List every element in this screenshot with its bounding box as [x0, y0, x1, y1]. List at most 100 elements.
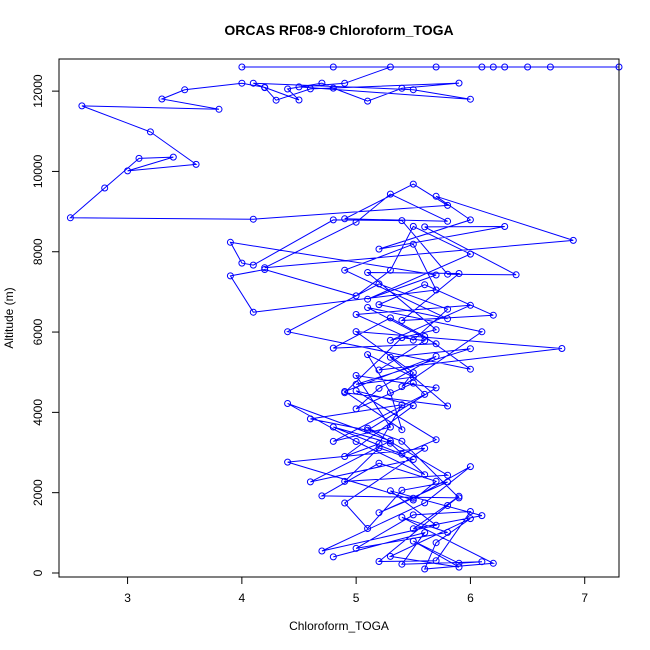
data-point	[421, 223, 429, 231]
data-point	[249, 308, 257, 316]
data-point	[261, 84, 269, 92]
data-point	[444, 478, 452, 486]
series-line	[69, 66, 619, 570]
data-point	[501, 63, 509, 71]
data-point	[375, 459, 383, 467]
data-point	[398, 317, 406, 324]
data-point	[398, 383, 406, 391]
data-point	[432, 384, 440, 392]
y-tick-label: 10000	[31, 154, 45, 188]
data-point	[432, 340, 440, 348]
data-point	[215, 105, 223, 113]
data-point	[181, 86, 189, 94]
data-point	[386, 63, 394, 71]
data-point	[78, 102, 86, 110]
data-point	[318, 492, 326, 500]
data-point	[444, 270, 452, 278]
data-point	[295, 96, 303, 104]
data-point	[375, 509, 383, 517]
data-point	[249, 261, 257, 269]
data-point	[455, 563, 463, 571]
data-point	[284, 400, 292, 407]
x-tick-label: 5	[353, 591, 360, 605]
data-point	[432, 63, 440, 71]
data-point	[352, 544, 360, 552]
data-point	[318, 547, 326, 555]
data-point	[512, 271, 520, 279]
data-point	[398, 426, 406, 434]
data-point	[386, 389, 394, 397]
data-point	[364, 295, 372, 303]
data-point	[364, 304, 372, 311]
data-point	[432, 286, 440, 294]
data-point	[489, 311, 497, 319]
data-point	[375, 440, 383, 448]
data-point	[238, 79, 246, 87]
data-point	[398, 560, 406, 568]
data-point	[226, 272, 234, 280]
y-axis-label: Altitude (m)	[2, 287, 16, 348]
x-tick-label: 6	[467, 591, 474, 605]
data-point	[421, 529, 429, 537]
data-point	[364, 97, 372, 105]
data-point	[352, 380, 360, 388]
data-point	[192, 160, 200, 168]
data-point	[329, 553, 337, 561]
data-point	[352, 311, 360, 318]
data-point	[375, 366, 383, 374]
data-point	[421, 333, 429, 340]
y-tick-label: 2000	[31, 479, 45, 506]
data-point	[421, 565, 429, 573]
data-point	[421, 444, 429, 452]
data-point	[444, 217, 452, 225]
data-point	[249, 79, 257, 87]
data-point	[352, 405, 360, 413]
data-point	[352, 438, 360, 445]
data-point	[364, 426, 372, 434]
data-point	[409, 525, 417, 533]
data-point	[444, 528, 452, 536]
data-point	[352, 372, 360, 379]
data-point	[444, 502, 452, 509]
data-point	[146, 128, 154, 136]
data-point	[569, 236, 577, 244]
data-point	[352, 328, 360, 336]
data-point	[489, 559, 497, 567]
data-point	[421, 471, 429, 479]
data-point	[546, 63, 554, 71]
data-point	[478, 63, 486, 71]
x-axis-label: Chloroform_TOGA	[289, 619, 389, 633]
data-point	[432, 271, 440, 279]
data-point	[421, 337, 429, 345]
data-point	[478, 328, 486, 336]
data-point	[421, 390, 429, 398]
data-point	[432, 557, 440, 565]
y-tick-label: 0	[31, 569, 45, 576]
data-point	[478, 512, 486, 520]
data-point	[261, 264, 269, 272]
data-point	[466, 95, 474, 103]
data-point	[364, 269, 372, 276]
data-point	[386, 336, 394, 344]
data-point	[386, 353, 394, 361]
data-point	[524, 63, 532, 71]
data-point	[409, 369, 417, 377]
data-point	[364, 525, 372, 532]
data-point	[238, 259, 246, 267]
data-point	[284, 328, 292, 336]
data-point	[444, 201, 452, 209]
x-tick-label: 7	[581, 591, 588, 605]
data-point	[329, 84, 337, 92]
data-point	[409, 456, 417, 463]
data-point	[444, 305, 452, 313]
data-point	[432, 436, 440, 444]
y-tick-label: 12000	[31, 74, 45, 108]
data-point	[466, 301, 474, 309]
data-point	[306, 478, 314, 486]
data-point	[386, 190, 394, 198]
plot-area	[66, 63, 623, 573]
data-point	[409, 222, 417, 230]
data-point	[352, 292, 360, 300]
data-point	[341, 499, 349, 507]
